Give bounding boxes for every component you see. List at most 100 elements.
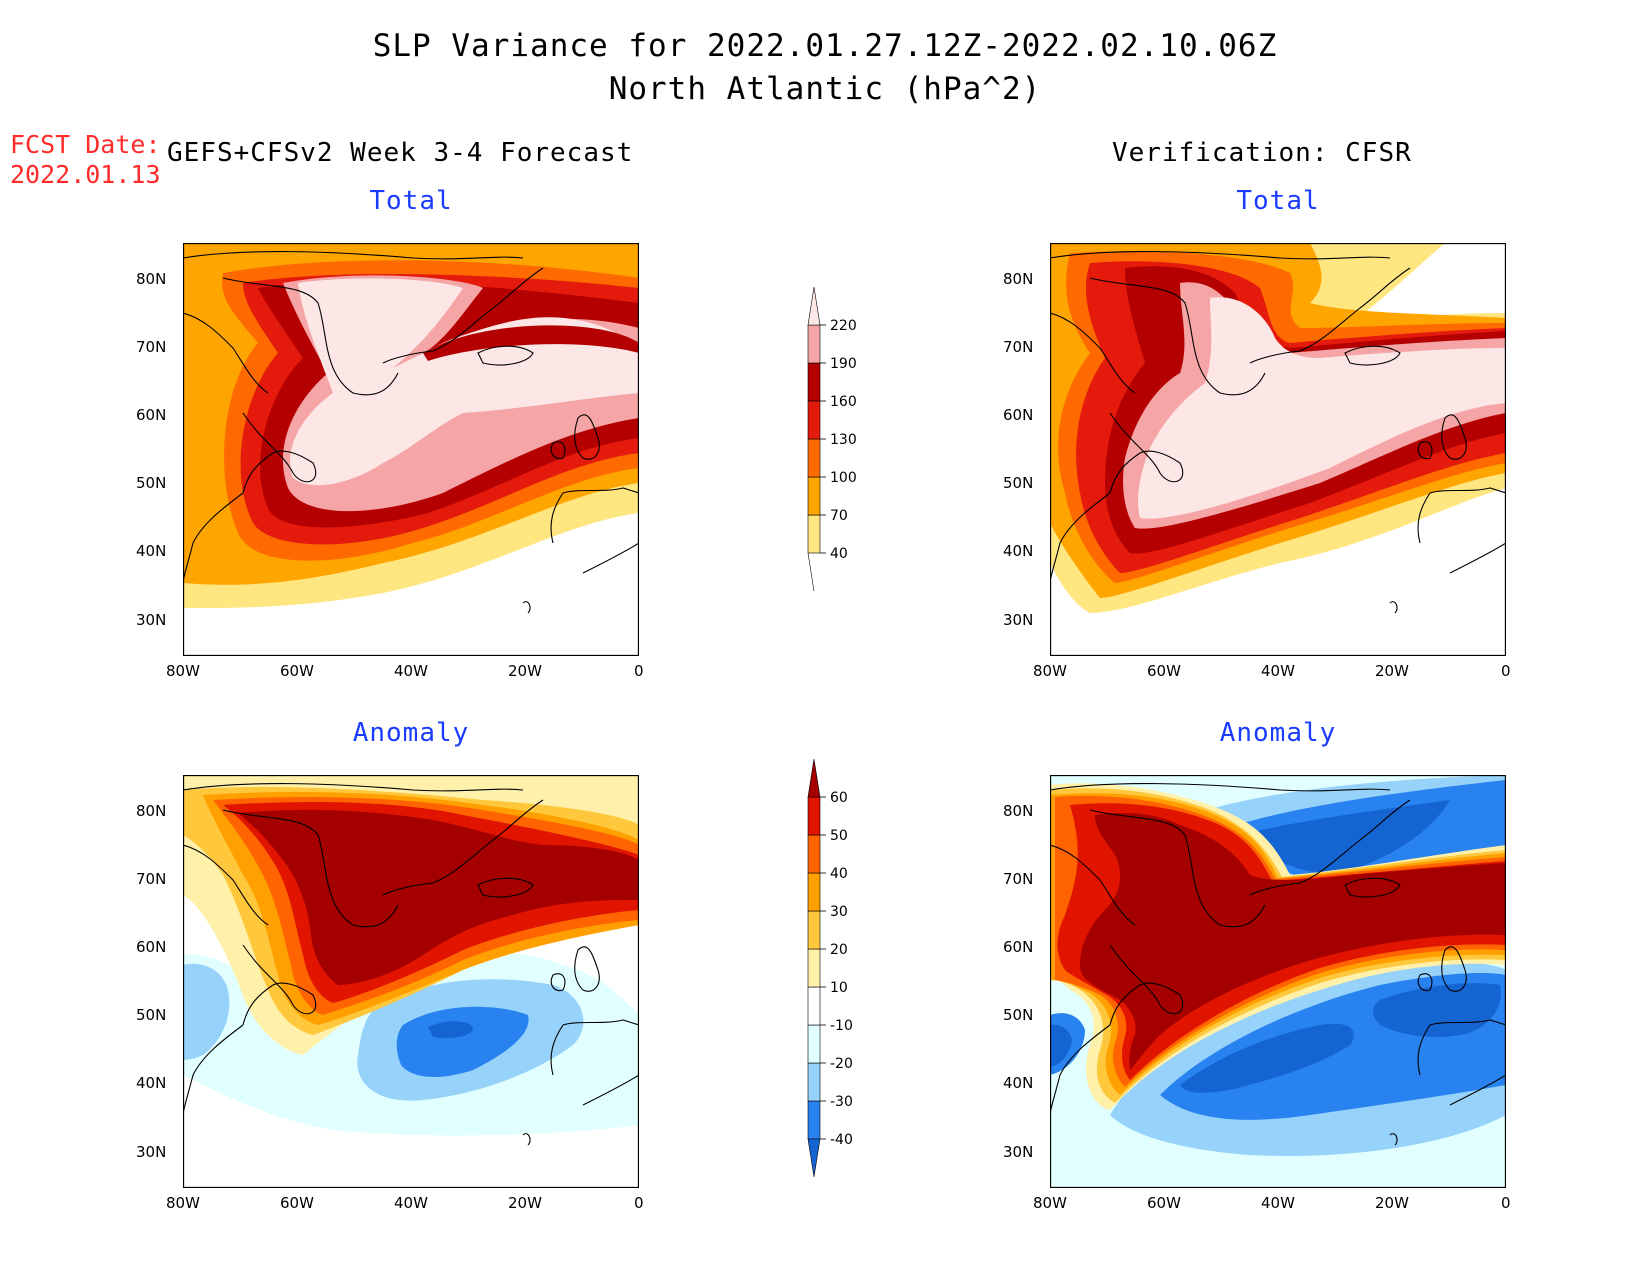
lat-label: 50N (136, 474, 167, 492)
colorbar-total-label: 130 (830, 432, 857, 448)
map-verif-anomaly (1050, 775, 1506, 1188)
colorbar-total-wedge (807, 286, 821, 326)
lat-label: 40N (136, 542, 167, 560)
colorbar-total-segment (807, 362, 821, 402)
colorbar-total-segment (807, 400, 821, 440)
colorbar-total: 40 70 100 130 160 190 220 (807, 286, 857, 592)
colorbar-anomaly-label: 60 (830, 790, 848, 806)
lat-label: 30N (136, 1143, 167, 1161)
lat-label: 80N (1003, 802, 1034, 820)
lon-label: 0 (1501, 662, 1511, 680)
lon-label: 0 (1501, 1194, 1511, 1212)
lon-label: 20W (1375, 1194, 1409, 1212)
lat-label: 40N (1003, 1074, 1034, 1092)
lat-label: 70N (1003, 870, 1034, 888)
lon-label: 80W (166, 1194, 200, 1212)
lat-label: 60N (136, 938, 167, 956)
lon-label: 20W (508, 662, 542, 680)
panel-title-verif-anomaly: Anomaly (1219, 718, 1337, 748)
map-fcst-anomaly-field (183, 775, 639, 1188)
lon-label: 80W (1033, 662, 1067, 680)
colorbar-total-segment (807, 476, 821, 516)
lon-label: 0 (634, 662, 644, 680)
colorbar-anomaly-segment (807, 948, 821, 988)
colorbar-anomaly-label: 20 (830, 942, 848, 958)
colorbar-anomaly-segment (807, 1100, 821, 1140)
colorbar-total-segment (807, 438, 821, 478)
subtitle: North Atlantic (hPa^2) (608, 71, 1042, 107)
map-fcst-total-field (183, 243, 639, 656)
lat-label: 80N (1003, 270, 1034, 288)
main-title: SLP Variance for 2022.01.27.12Z-2022.02.… (372, 28, 1278, 64)
lat-label: 40N (136, 1074, 167, 1092)
frame (1050, 775, 1506, 1188)
lat-label: 70N (136, 870, 167, 888)
colorbar-anomaly-label: 30 (830, 904, 848, 920)
colorbar-total-segment (807, 324, 821, 364)
panel-title-fcst-total: Total (369, 186, 453, 216)
colorbar-total-label: 70 (830, 508, 848, 524)
colorbar-anomaly-segment (807, 910, 821, 950)
lat-label: 30N (1003, 1143, 1034, 1161)
colorbar-total-label: 160 (830, 394, 857, 410)
frame (183, 243, 639, 656)
coastlines (1050, 783, 1506, 1146)
frame (183, 775, 639, 1188)
lat-label: 50N (1003, 1006, 1034, 1024)
column-header-verification: Verification: CFSR (1112, 138, 1412, 168)
lat-label: 50N (136, 1006, 167, 1024)
column-header-forecast: GEFS+CFSv2 Week 3-4 Forecast (167, 138, 634, 168)
colorbar-anomaly-label: -20 (830, 1056, 853, 1072)
lat-label: 80N (136, 802, 167, 820)
map-fcst-total (183, 243, 639, 656)
lat-label: 80N (136, 270, 167, 288)
contour-fill (183, 775, 639, 1136)
lat-label: 60N (1003, 406, 1034, 424)
colorbar-anomaly-segment (807, 1062, 821, 1102)
contour-fill (1050, 775, 1506, 1188)
lat-label: 70N (1003, 338, 1034, 356)
coastlines (183, 783, 639, 1146)
colorbar-anomaly-segment (807, 834, 821, 874)
lat-label: 60N (136, 406, 167, 424)
colorbar-anomaly-bottom-wedge (807, 1138, 821, 1178)
lat-label: 50N (1003, 474, 1034, 492)
lon-label: 40W (394, 1194, 428, 1212)
frame (1050, 243, 1506, 656)
lon-label: 60W (280, 662, 314, 680)
fcst-date-label: FCST Date: (10, 130, 161, 159)
coastlines (183, 251, 639, 614)
fcst-date-value: 2022.01.13 (10, 160, 161, 189)
colorbar-anomaly-label: -40 (830, 1132, 853, 1148)
colorbar-anomaly-segment (807, 986, 821, 1026)
lon-label: 20W (508, 1194, 542, 1212)
colorbar-anomaly-segment (807, 1024, 821, 1064)
lon-label: 80W (166, 662, 200, 680)
colorbar-anomaly-segment (807, 872, 821, 912)
colorbar-anomaly-segment (807, 796, 821, 836)
colorbar-total-label: 190 (830, 356, 857, 372)
map-verif-total-field (1050, 243, 1506, 656)
map-verif-total (1050, 243, 1506, 656)
lat-label: 70N (136, 338, 167, 356)
colorbar-anomaly-label: 40 (830, 866, 848, 882)
lat-label: 40N (1003, 542, 1034, 560)
lat-label: 30N (1003, 611, 1034, 629)
lon-label: 60W (1147, 1194, 1181, 1212)
panel-title-verif-total: Total (1236, 186, 1320, 216)
map-fcst-anomaly (183, 775, 639, 1188)
lon-label: 60W (1147, 662, 1181, 680)
contour-fill (183, 243, 639, 608)
colorbar-anomaly: -40 -30 -20 -10 10 20 30 40 50 60 (807, 758, 853, 1178)
contour-fill (1050, 243, 1506, 613)
lon-label: 0 (634, 1194, 644, 1212)
colorbar-total-label: 100 (830, 470, 857, 486)
lon-label: 20W (1375, 662, 1409, 680)
colorbar-anomaly-label: 50 (830, 828, 848, 844)
lat-label: 30N (136, 611, 167, 629)
colorbar-anomaly-label: -30 (830, 1094, 853, 1110)
lon-label: 40W (394, 662, 428, 680)
lat-label: 60N (1003, 938, 1034, 956)
lon-label: 40W (1261, 1194, 1295, 1212)
lon-label: 40W (1261, 662, 1295, 680)
